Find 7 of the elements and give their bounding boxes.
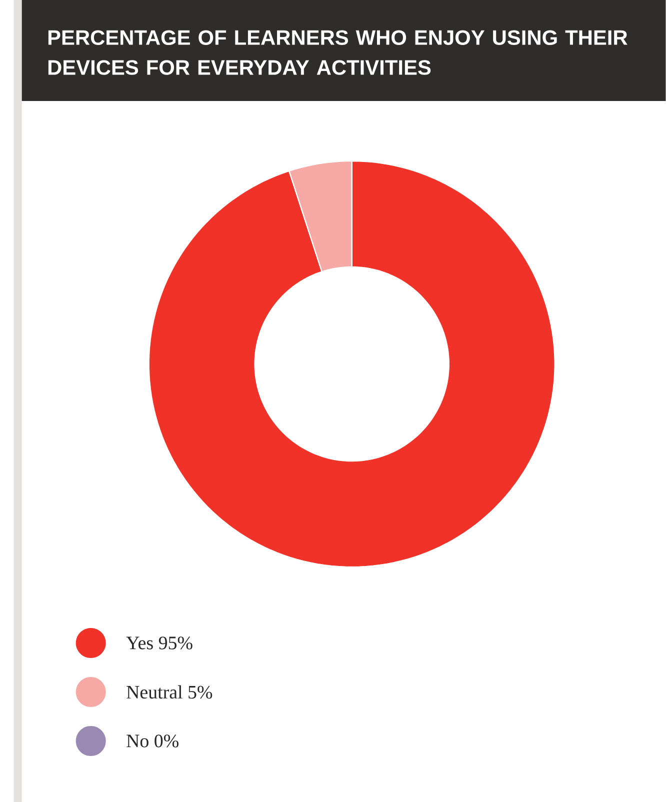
chart-title: PERCENTAGE OF LEARNERS WHO ENJOY USING THEIR DEVICES FOR EVERYDAY ACTIVITIES (48, 30, 628, 75)
data-label: 5% (188, 686, 212, 699)
legend-label: Neutral (126, 685, 182, 699)
data-label: 95% (159, 636, 192, 650)
legend-label: Yes (126, 636, 153, 650)
text: 0% (154, 734, 179, 748)
legend-label: No (126, 734, 149, 748)
